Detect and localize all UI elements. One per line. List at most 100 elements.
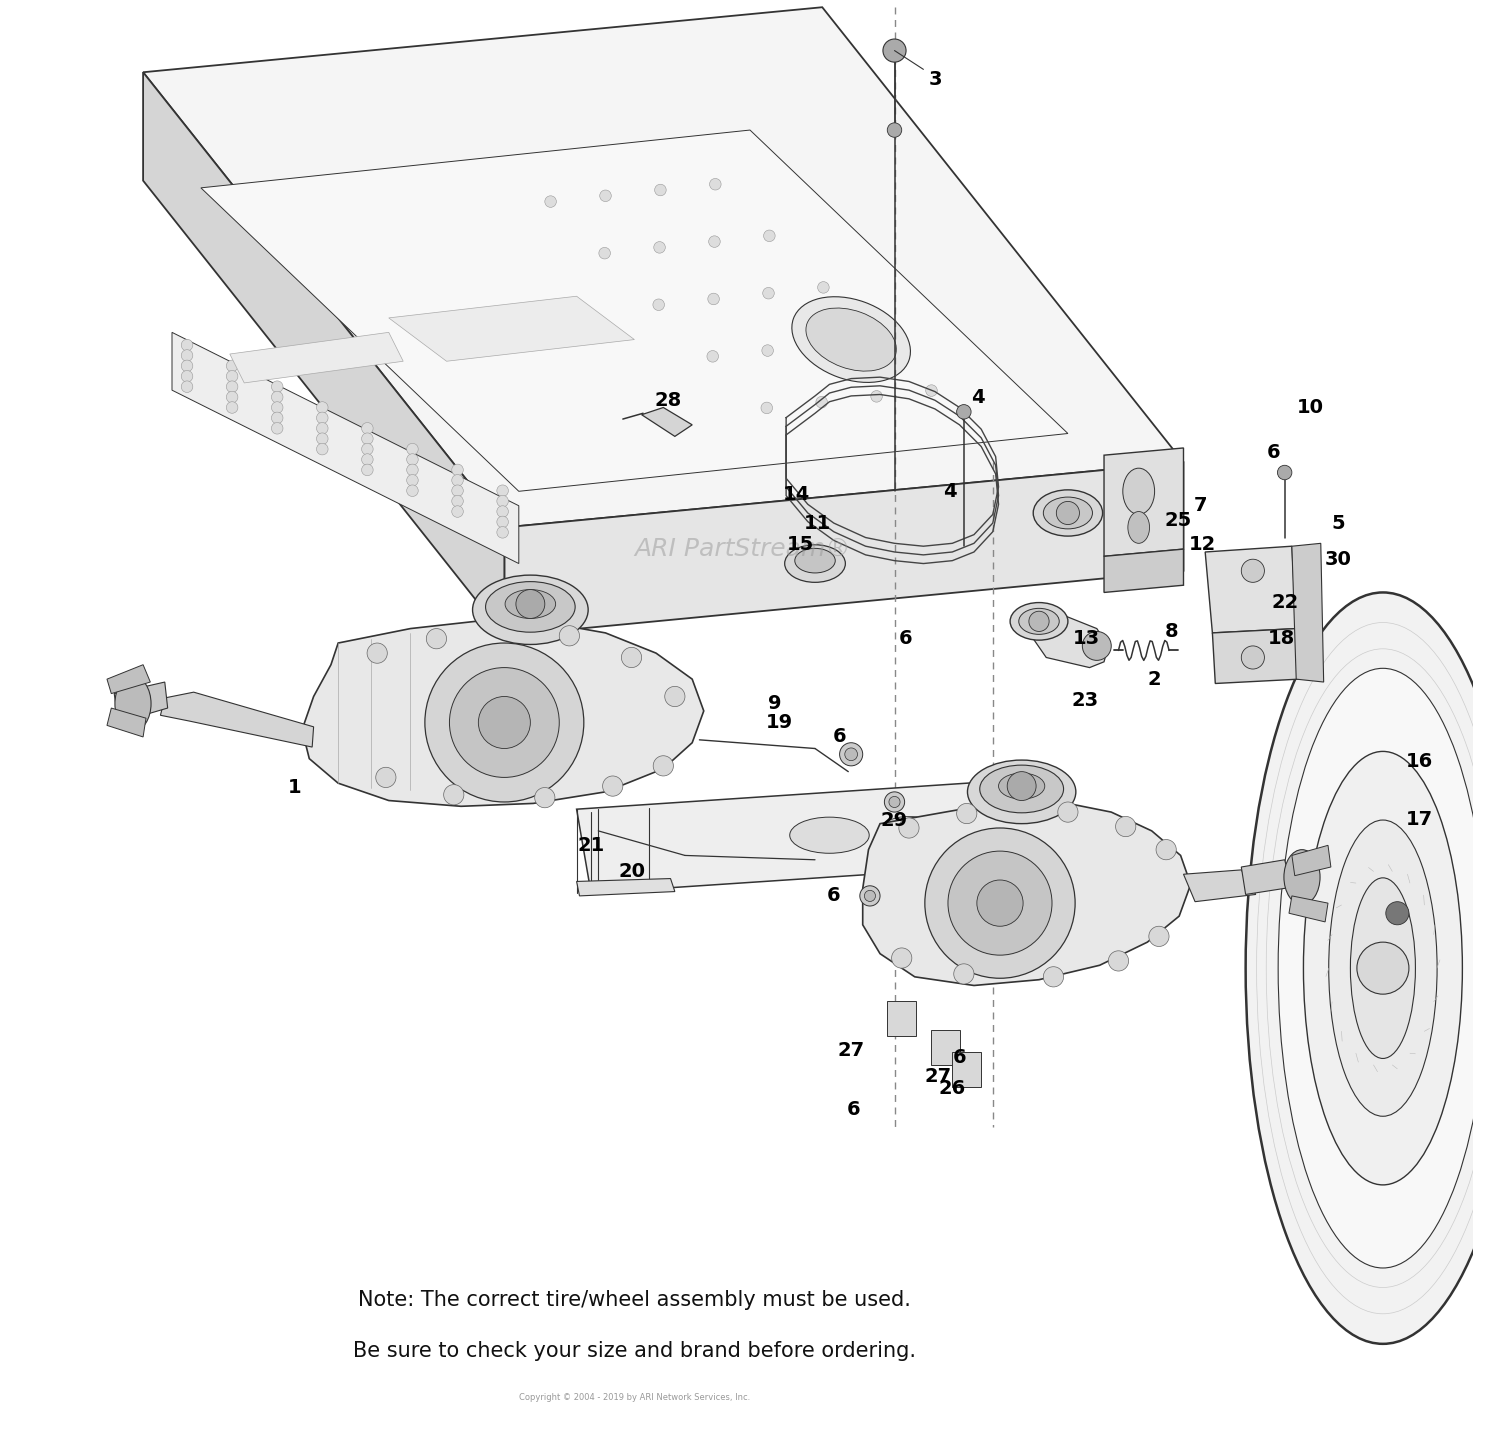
- Text: 4: 4: [972, 387, 986, 407]
- Circle shape: [884, 39, 906, 62]
- Circle shape: [452, 486, 464, 497]
- Circle shape: [182, 350, 194, 361]
- Circle shape: [362, 454, 374, 465]
- Circle shape: [182, 381, 194, 393]
- Circle shape: [534, 788, 555, 808]
- Circle shape: [664, 686, 686, 707]
- Circle shape: [706, 351, 718, 363]
- Text: 8: 8: [1166, 621, 1179, 642]
- Circle shape: [621, 647, 642, 668]
- Ellipse shape: [1304, 751, 1462, 1185]
- Circle shape: [406, 464, 418, 475]
- Circle shape: [762, 345, 774, 357]
- Circle shape: [406, 486, 418, 497]
- Text: 6: 6: [898, 629, 914, 649]
- Text: 30: 30: [1324, 549, 1352, 569]
- Circle shape: [1044, 967, 1064, 987]
- Polygon shape: [114, 682, 168, 722]
- Circle shape: [424, 643, 584, 802]
- Circle shape: [898, 818, 920, 838]
- Ellipse shape: [1124, 468, 1155, 514]
- Circle shape: [316, 412, 328, 423]
- Ellipse shape: [472, 575, 588, 644]
- Ellipse shape: [1044, 497, 1092, 529]
- Polygon shape: [142, 7, 1184, 527]
- Polygon shape: [504, 462, 1184, 636]
- Circle shape: [926, 828, 1076, 978]
- Ellipse shape: [789, 818, 868, 853]
- Ellipse shape: [1278, 668, 1488, 1269]
- Circle shape: [890, 796, 900, 808]
- Text: 25: 25: [1164, 510, 1191, 530]
- Text: 15: 15: [788, 535, 814, 555]
- Circle shape: [1278, 465, 1292, 480]
- Ellipse shape: [784, 545, 846, 582]
- Polygon shape: [1242, 860, 1292, 894]
- Circle shape: [603, 776, 622, 796]
- Text: 22: 22: [1270, 592, 1299, 613]
- Circle shape: [957, 803, 976, 824]
- Circle shape: [652, 299, 664, 311]
- Polygon shape: [930, 1030, 960, 1065]
- Circle shape: [496, 486, 508, 497]
- Circle shape: [762, 288, 774, 299]
- Circle shape: [1056, 501, 1080, 525]
- Text: 1: 1: [288, 777, 302, 798]
- Circle shape: [182, 370, 194, 381]
- Circle shape: [871, 390, 882, 402]
- Text: 6: 6: [847, 1100, 861, 1120]
- Polygon shape: [1292, 543, 1323, 682]
- Circle shape: [272, 422, 284, 434]
- Ellipse shape: [1245, 592, 1500, 1344]
- Text: ARI PartStream®: ARI PartStream®: [634, 538, 850, 561]
- Circle shape: [368, 643, 387, 663]
- Circle shape: [316, 434, 328, 445]
- Ellipse shape: [1284, 850, 1320, 905]
- Circle shape: [926, 384, 938, 396]
- Circle shape: [818, 340, 828, 351]
- Circle shape: [426, 629, 447, 649]
- Circle shape: [316, 444, 328, 455]
- Polygon shape: [142, 72, 504, 636]
- Polygon shape: [1292, 845, 1330, 876]
- Ellipse shape: [806, 308, 897, 371]
- Circle shape: [885, 792, 904, 812]
- Circle shape: [1108, 951, 1128, 971]
- Polygon shape: [576, 780, 1024, 893]
- Circle shape: [1242, 646, 1264, 669]
- Circle shape: [844, 749, 858, 760]
- Polygon shape: [106, 708, 146, 737]
- Polygon shape: [952, 1052, 981, 1087]
- Circle shape: [1007, 772, 1036, 801]
- Circle shape: [1386, 902, 1408, 925]
- Circle shape: [764, 230, 776, 241]
- Circle shape: [362, 422, 374, 434]
- Ellipse shape: [792, 296, 910, 383]
- Circle shape: [888, 123, 902, 137]
- Polygon shape: [1204, 546, 1296, 633]
- Circle shape: [182, 340, 194, 351]
- Polygon shape: [1034, 611, 1108, 668]
- Text: 5: 5: [1332, 513, 1346, 533]
- Circle shape: [948, 851, 1052, 955]
- Circle shape: [316, 422, 328, 434]
- Circle shape: [544, 197, 556, 208]
- Circle shape: [362, 464, 374, 475]
- Text: 14: 14: [783, 484, 810, 504]
- Circle shape: [496, 526, 508, 538]
- Text: 17: 17: [1406, 809, 1432, 829]
- Polygon shape: [888, 1001, 916, 1036]
- Text: 10: 10: [1298, 397, 1324, 418]
- Polygon shape: [1104, 549, 1184, 592]
- Circle shape: [406, 454, 418, 465]
- Ellipse shape: [1010, 603, 1068, 640]
- Circle shape: [496, 516, 508, 527]
- Circle shape: [452, 464, 464, 475]
- Text: 12: 12: [1188, 535, 1216, 555]
- Circle shape: [859, 886, 880, 906]
- Text: 19: 19: [765, 712, 792, 733]
- Circle shape: [272, 412, 284, 423]
- Polygon shape: [576, 879, 675, 896]
- Circle shape: [954, 964, 974, 984]
- Text: 11: 11: [804, 513, 831, 533]
